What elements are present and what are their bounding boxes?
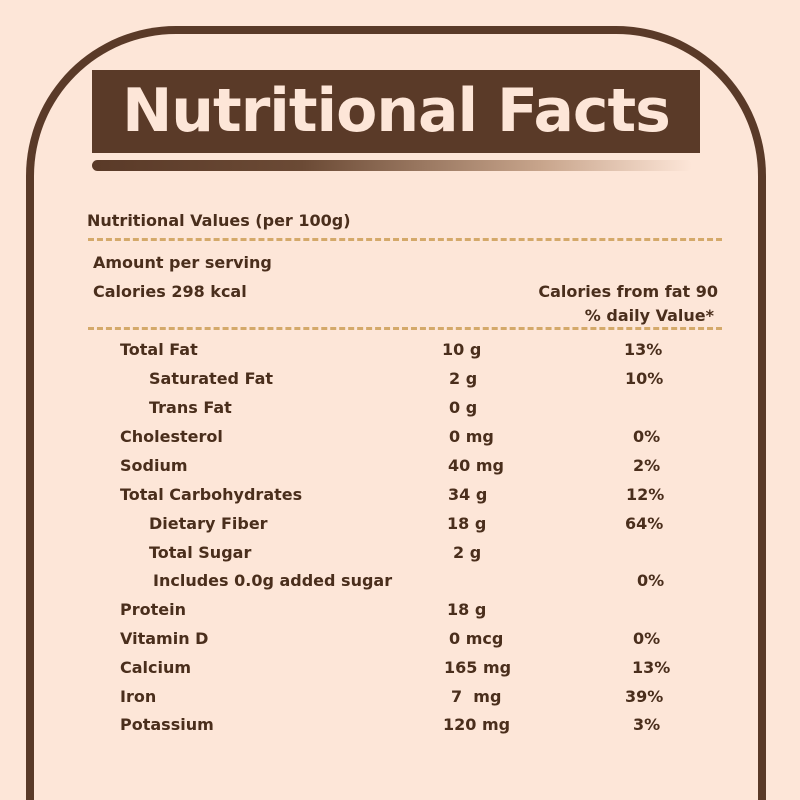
- nutrient-dv: 0%: [633, 427, 661, 446]
- nutrient-dv: 64%: [625, 514, 664, 533]
- nutrient-dv: 3%: [633, 715, 661, 734]
- calories-from-fat-label: Calories from fat 90: [538, 282, 718, 301]
- nutritional-values-heading: Nutritional Values (per 100g): [87, 211, 351, 230]
- nutrient-amount: 7 mg: [451, 687, 502, 706]
- amount-per-serving-label: Amount per serving: [93, 253, 272, 272]
- divider-top: [88, 238, 722, 241]
- nutrient-name: Sodium: [120, 456, 188, 475]
- nutrient-name: Potassium: [120, 715, 214, 734]
- nutrient-name: Cholesterol: [120, 427, 223, 446]
- calories-label: Calories 298 kcal: [93, 282, 247, 301]
- nutrient-amount: 34 g: [448, 485, 488, 504]
- nutrient-name: Includes 0.0g added sugar: [153, 571, 393, 590]
- nutrient-name: Vitamin D: [120, 629, 209, 648]
- label-frame: [26, 26, 766, 800]
- page-title: Nutritional Facts: [92, 70, 700, 153]
- nutrient-amount: 10 g: [442, 340, 482, 359]
- nutrient-name: Total Carbohydrates: [120, 485, 303, 504]
- nutrient-amount: 18 g: [447, 514, 487, 533]
- nutrient-dv: 10%: [625, 369, 664, 388]
- nutrient-amount: 2 g: [449, 369, 478, 388]
- nutrient-dv: 0%: [633, 629, 661, 648]
- nutrient-dv: 13%: [624, 340, 663, 359]
- nutrient-dv: 12%: [626, 485, 665, 504]
- nutrient-name: Saturated Fat: [149, 369, 274, 388]
- nutrient-name: Protein: [120, 600, 186, 619]
- nutrient-amount: 40 mg: [448, 456, 504, 475]
- nutrient-name: Trans Fat: [149, 398, 232, 417]
- nutrient-name: Iron: [120, 687, 157, 706]
- title-underline: [92, 160, 692, 171]
- nutrient-name: Dietary Fiber: [149, 514, 268, 533]
- nutrient-name: Total Sugar: [149, 543, 252, 562]
- nutrient-amount: 0 mcg: [449, 629, 504, 648]
- nutrient-dv: 39%: [625, 687, 664, 706]
- nutrient-dv: 2%: [633, 456, 661, 475]
- nutrient-name: Calcium: [120, 658, 192, 677]
- nutrient-amount: 2 g: [453, 543, 482, 562]
- nutrient-dv: 0%: [637, 571, 665, 590]
- nutrient-dv: 13%: [632, 658, 671, 677]
- nutrient-name: Total Fat: [120, 340, 198, 359]
- nutrient-amount: 0 g: [449, 398, 478, 417]
- daily-value-header: % daily Value*: [584, 306, 714, 325]
- nutrient-amount: 120 mg: [443, 715, 511, 734]
- nutrient-amount: 0 mg: [449, 427, 494, 446]
- nutrient-amount: 165 mg: [444, 658, 512, 677]
- nutrient-amount: 18 g: [447, 600, 487, 619]
- divider-bottom: [88, 327, 722, 330]
